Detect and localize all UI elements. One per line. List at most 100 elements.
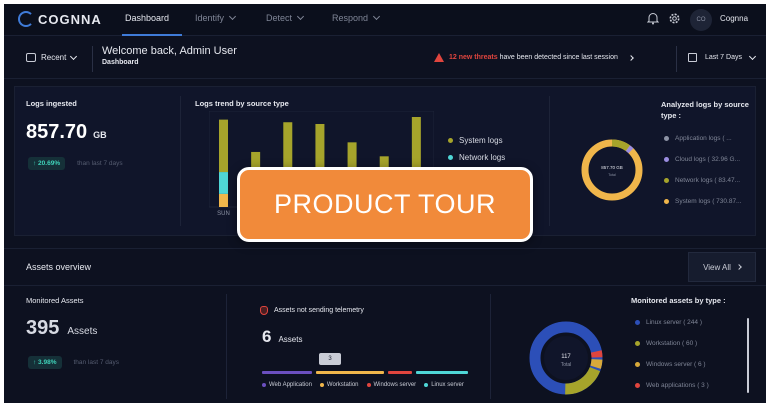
donut-total-label: Total [608, 173, 616, 177]
assets-by-type-title: Monitored assets by type : [631, 296, 726, 305]
asset-type-label: Linux server ( 244 ) [646, 319, 702, 326]
view-all-label: View All [703, 262, 731, 272]
telemetry-legend-item[interactable]: Web Application [262, 382, 312, 388]
assets-divider-2 [490, 294, 491, 399]
donut-total-value: 117 [561, 354, 571, 360]
asset-type-web[interactable]: Web applications ( 3 ) [635, 382, 709, 389]
product-tour-button[interactable]: PRODUCT TOUR [237, 167, 533, 242]
telemetry-segment-linux[interactable] [416, 371, 468, 374]
legend-dot [664, 178, 669, 183]
date-range-label: Last 7 Days [705, 54, 742, 61]
telemetry-segment-workstation[interactable] [316, 371, 384, 374]
nav-dashboard-label: Dashboard [125, 13, 170, 23]
asset-type-label: Workstation ( 60 ) [646, 340, 698, 347]
chevron-right-icon [736, 264, 742, 270]
analyzed-item-network[interactable]: Network logs ( 83.47... [664, 177, 741, 184]
legend-dot [635, 383, 640, 388]
bar-segment[interactable] [283, 122, 293, 184]
legend-network-logs[interactable]: Network logs [448, 153, 505, 162]
telemetry-segment-windows[interactable] [388, 371, 412, 374]
recent-label: Recent [41, 53, 67, 62]
analyzed-logs-donut: 857.70 GB Total [581, 139, 643, 201]
legend-dot [448, 138, 453, 143]
assets-by-type-legend: Linux server ( 244 ) Workstation ( 60 ) … [635, 319, 709, 389]
asset-type-workstation[interactable]: Workstation ( 60 ) [635, 340, 709, 347]
legend-label: System logs [459, 136, 503, 145]
analyzed-label: Cloud logs ( 32.96 G... [675, 156, 741, 163]
legend-dot [635, 341, 640, 346]
analyzed-logs-title: Analyzed logs by source type : [661, 100, 749, 120]
assets-divider [226, 294, 227, 399]
nav-active-indicator [122, 34, 182, 36]
threat-alert[interactable]: 12 new threats have been detected since … [434, 53, 634, 62]
telemetry-title-label: Assets not sending telemetry [274, 307, 364, 314]
date-range-select[interactable]: Last 7 Days [688, 52, 757, 62]
recent-icon [26, 53, 36, 62]
bell-icon[interactable] [647, 12, 659, 25]
logs-unit: GB [93, 130, 107, 140]
legend-dot [664, 157, 669, 162]
asset-type-windows[interactable]: Windows server ( 6 ) [635, 361, 709, 368]
assets-header [4, 248, 766, 286]
nav-identify[interactable]: Identify [195, 12, 237, 23]
header-divider [92, 46, 93, 72]
legend-dot [319, 383, 324, 387]
bar-segment[interactable] [219, 172, 228, 194]
warning-icon [434, 53, 444, 62]
gear-icon[interactable] [668, 12, 681, 25]
telemetry-legend-item[interactable]: Windows server [366, 382, 417, 388]
bar-segment[interactable] [347, 142, 357, 187]
telemetry-unit: Assets [278, 335, 303, 344]
chevron-down-icon [372, 12, 381, 21]
nav-detect-label: Detect [266, 13, 293, 23]
analyzed-label: Application logs ( ... [675, 135, 732, 142]
brand-name: COGNNA [38, 11, 102, 27]
page-header [4, 37, 766, 79]
bar-segment[interactable] [315, 123, 325, 190]
donut-total-label: Total [561, 362, 572, 368]
telemetry-legend-item[interactable]: Linux server [424, 382, 464, 388]
bar-segment[interactable] [411, 117, 421, 186]
logs-change-badge: ↑ 20.69% [28, 157, 66, 170]
telemetry-legend-item[interactable]: Workstation [319, 382, 359, 388]
nav-detect[interactable]: Detect [266, 12, 305, 23]
analyzed-item-cloud[interactable]: Cloud logs ( 32.96 G... [664, 156, 741, 163]
logs-change-note: than last 7 days [77, 160, 123, 167]
header-divider-2 [676, 46, 677, 72]
welcome-title: Welcome back, Admin User [102, 45, 237, 57]
brand-logo[interactable]: COGNNA [18, 11, 102, 27]
telemetry-segment-web[interactable] [262, 371, 312, 374]
legend-dot [664, 136, 669, 141]
assets-change-note: than last 7 days [73, 359, 120, 366]
analyzed-item-system[interactable]: System logs ( 730.87... [664, 198, 741, 205]
assets-overview-title: Assets overview [26, 262, 92, 272]
telemetry-title: Assets not sending telemetry [260, 306, 364, 315]
recent-dropdown[interactable]: Recent [26, 52, 78, 62]
logs-ingested-value: 857.70 GB [26, 121, 107, 144]
nav-respond-label: Respond [332, 13, 369, 23]
view-all-button[interactable]: View All [688, 252, 756, 282]
user-name[interactable]: Cognna [720, 14, 749, 23]
nav-identify-label: Identify [195, 13, 225, 23]
legend-label: Web Application [269, 382, 312, 388]
nav-respond[interactable]: Respond [332, 12, 381, 23]
avatar[interactable]: CO [690, 9, 712, 31]
legend-dot [635, 362, 640, 367]
assets-by-type-donut: 117 Total [529, 321, 603, 395]
asset-type-label: Windows server ( 6 ) [646, 361, 706, 368]
chevron-down-icon [296, 12, 305, 21]
legend-system-logs[interactable]: System logs [448, 136, 503, 145]
panel-divider [180, 96, 181, 226]
nav-dashboard[interactable]: Dashboard [125, 13, 169, 23]
telemetry-legend: Web Application Workstation Windows serv… [262, 382, 464, 388]
product-tour-label: PRODUCT TOUR [273, 189, 497, 219]
donut-total-value: 857.70 GB [601, 165, 623, 170]
legend-scrollbar[interactable] [747, 318, 749, 393]
bar-segment[interactable] [219, 193, 228, 207]
legend-dot [366, 383, 371, 387]
legend-label: Windows server [373, 382, 417, 388]
bar-segment[interactable] [219, 119, 228, 173]
panel-divider-2 [549, 96, 550, 226]
asset-type-linux[interactable]: Linux server ( 244 ) [635, 319, 709, 326]
analyzed-item-application[interactable]: Application logs ( ... [664, 135, 741, 142]
